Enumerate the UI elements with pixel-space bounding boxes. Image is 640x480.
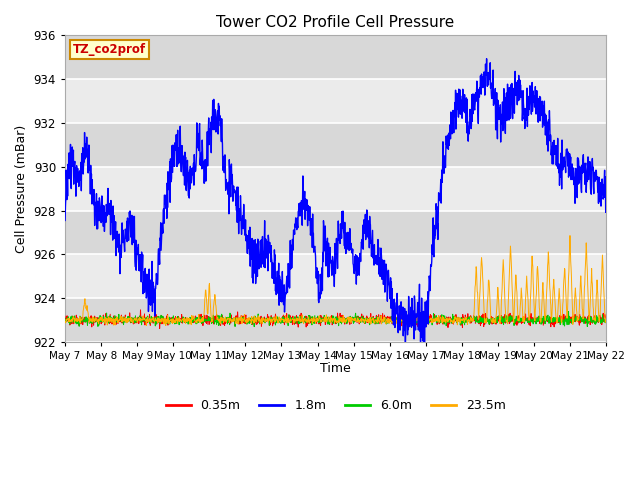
6.0m (291, 314, 299, 320)
Line: 1.8m: 1.8m (65, 59, 606, 348)
Bar (65, 298, 606, 342)
23.5m (103, 315, 111, 321)
23.5m (566, 233, 574, 239)
1.8m (602, 199, 610, 204)
0.35m (103, 317, 111, 323)
0.35m (370, 319, 378, 324)
23.5m (602, 319, 610, 325)
Title: Tower CO2 Profile Cell Pressure: Tower CO2 Profile Cell Pressure (216, 15, 454, 30)
1.8m (61, 217, 69, 223)
6.0m (564, 309, 572, 314)
6.0m (312, 319, 320, 324)
0.35m (137, 307, 145, 313)
6.0m (302, 318, 310, 324)
Line: 23.5m: 23.5m (65, 236, 606, 325)
6.0m (125, 314, 133, 320)
Legend: 0.35m, 1.8m, 6.0m, 23.5m: 0.35m, 1.8m, 6.0m, 23.5m (161, 394, 511, 417)
23.5m (61, 319, 69, 324)
X-axis label: Time: Time (320, 362, 351, 375)
Text: TZ_co2prof: TZ_co2prof (73, 43, 147, 56)
Bar (65, 36, 606, 79)
0.35m (125, 313, 133, 319)
1.8m (302, 198, 310, 204)
0.35m (303, 314, 310, 320)
6.0m (103, 316, 111, 322)
Bar (65, 211, 606, 254)
1.8m (483, 56, 490, 61)
23.5m (312, 318, 320, 324)
Bar (65, 123, 606, 167)
23.5m (291, 316, 299, 322)
1.8m (401, 345, 409, 351)
0.35m (291, 321, 299, 326)
1.8m (291, 231, 298, 237)
23.5m (302, 318, 310, 324)
0.35m (602, 315, 610, 321)
Y-axis label: Cell Pressure (mBar): Cell Pressure (mBar) (15, 124, 28, 253)
23.5m (162, 323, 170, 328)
Line: 0.35m: 0.35m (65, 310, 606, 328)
6.0m (61, 315, 69, 321)
0.35m (61, 316, 69, 322)
6.0m (250, 324, 258, 329)
0.35m (156, 325, 163, 331)
1.8m (103, 207, 111, 213)
1.8m (369, 255, 377, 261)
0.35m (312, 316, 320, 322)
1.8m (312, 253, 319, 259)
6.0m (602, 317, 610, 323)
1.8m (125, 226, 133, 232)
23.5m (369, 318, 377, 324)
23.5m (125, 315, 133, 321)
Line: 6.0m: 6.0m (65, 312, 606, 326)
6.0m (369, 314, 377, 320)
